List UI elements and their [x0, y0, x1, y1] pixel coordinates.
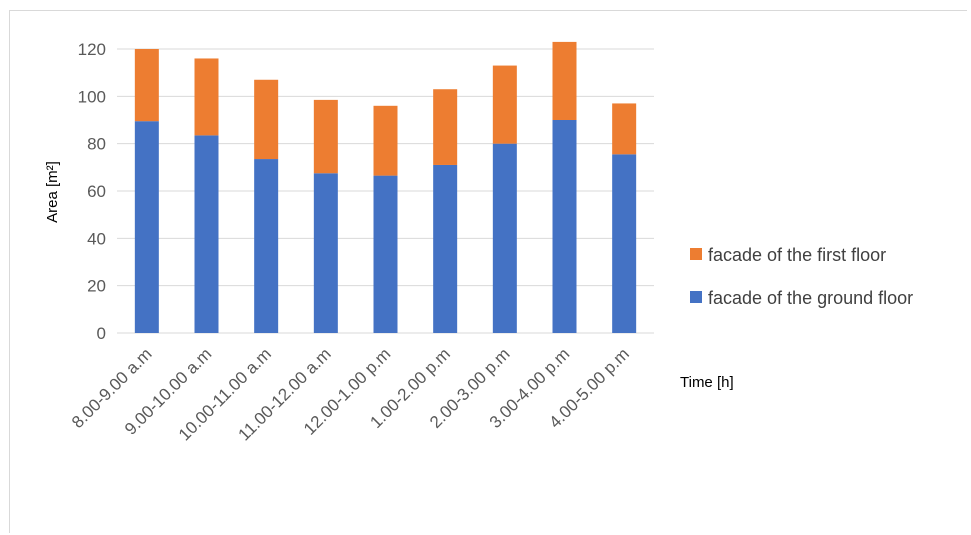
legend-swatch	[690, 291, 702, 303]
bar-segment	[373, 105, 398, 176]
y-tick-label: 40	[87, 229, 106, 248]
bar-segment	[134, 49, 159, 122]
legend-swatch	[690, 248, 702, 260]
legend: facade of the first floor facade of the g…	[690, 245, 913, 308]
bars	[134, 41, 637, 333]
legend-label: facade of the first floor	[708, 245, 886, 265]
bar-segment	[552, 41, 577, 120]
bar-segment	[492, 65, 517, 144]
bar-segment	[492, 143, 517, 333]
bar-segment	[313, 173, 338, 333]
y-tick-label: 100	[78, 87, 106, 106]
bar-segment	[552, 120, 577, 333]
y-tick-label: 20	[87, 277, 106, 296]
y-tick-label: 120	[78, 40, 106, 59]
y-tick-label: 80	[87, 135, 106, 154]
x-axis-title: Time [h]	[680, 374, 734, 391]
bar-segment	[313, 99, 338, 174]
chart-frame	[9, 10, 967, 533]
bar-segment	[433, 89, 458, 165]
legend-label: facade of the ground floor	[708, 288, 913, 308]
y-tick-labels: 0 20 40 60 80 100 120	[78, 40, 106, 343]
bar-segment	[612, 154, 637, 333]
bar-segment	[194, 135, 219, 333]
bar-segment	[194, 58, 219, 136]
y-axis-title: Area [m²]	[44, 161, 61, 223]
bar-segment	[134, 121, 159, 333]
bar-segment	[433, 164, 458, 333]
bar-segment	[373, 175, 398, 333]
bar-segment	[254, 79, 279, 160]
x-tick-labels: 8.00-9.00 a.m9.00-10.00 a.m10.00-11.00 a…	[68, 344, 633, 444]
bar-segment	[254, 159, 279, 333]
y-tick-label: 60	[87, 182, 106, 201]
y-tick-label: 0	[97, 324, 106, 343]
bar-segment	[612, 103, 637, 155]
